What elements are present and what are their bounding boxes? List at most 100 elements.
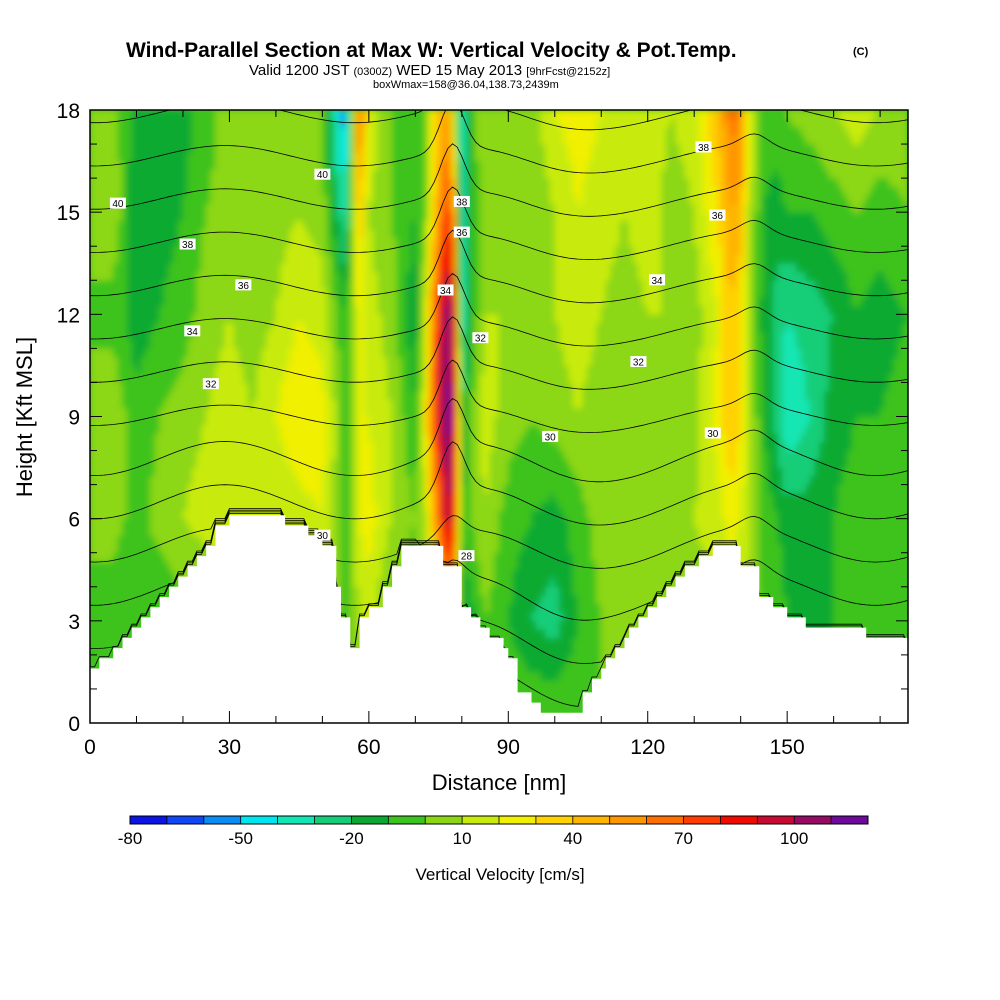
velocity-cell — [243, 424, 249, 434]
velocity-cell — [150, 152, 156, 162]
velocity-cell — [396, 441, 402, 451]
velocity-cell — [182, 518, 188, 528]
velocity-cell — [336, 322, 342, 332]
velocity-cell — [243, 356, 249, 366]
velocity-cell — [229, 152, 235, 162]
velocity-cell — [150, 186, 156, 196]
velocity-cell — [196, 509, 202, 519]
velocity-cell — [303, 433, 309, 443]
velocity-cell — [382, 297, 388, 307]
velocity-cell — [154, 220, 161, 230]
velocity-cell — [219, 126, 226, 136]
velocity-cell — [396, 382, 402, 392]
velocity-cell — [233, 475, 240, 485]
velocity-cell — [126, 373, 133, 383]
velocity-cell — [233, 407, 240, 417]
velocity-cell — [103, 110, 109, 119]
velocity-cell — [363, 339, 370, 349]
velocity-cell — [266, 458, 272, 468]
velocity-cell — [382, 501, 388, 511]
velocity-cell — [336, 407, 342, 417]
velocity-cell — [359, 203, 365, 213]
velocity-cell — [391, 348, 398, 358]
velocity-cell — [173, 399, 179, 409]
velocity-cell — [154, 118, 161, 128]
velocity-cell — [382, 467, 388, 477]
velocity-cell — [112, 160, 119, 170]
velocity-cell — [168, 339, 174, 349]
velocity-cell — [391, 305, 398, 315]
velocity-cell — [405, 305, 411, 315]
velocity-cell — [294, 433, 300, 443]
velocity-cell — [373, 322, 379, 332]
velocity-cell — [150, 245, 156, 256]
velocity-cell — [150, 390, 156, 400]
velocity-cell — [298, 450, 305, 460]
velocity-cell — [159, 543, 165, 554]
velocity-cell — [201, 194, 207, 204]
velocity-cell — [233, 169, 240, 179]
velocity-cell — [280, 433, 286, 443]
velocity-cell — [154, 492, 161, 502]
velocity-cell — [159, 143, 165, 153]
velocity-cell — [229, 245, 235, 256]
velocity-cell — [94, 441, 100, 451]
velocity-cell — [257, 501, 263, 511]
velocity-cell — [294, 356, 300, 366]
velocity-cell — [145, 194, 151, 204]
velocity-cell — [387, 228, 393, 239]
velocity-cell — [117, 509, 123, 519]
velocity-cell — [112, 279, 119, 290]
velocity-cell — [401, 492, 407, 502]
velocity-cell — [257, 450, 263, 460]
velocity-cell — [252, 271, 258, 281]
velocity-cell — [98, 509, 105, 519]
velocity-cell — [201, 416, 207, 426]
velocity-cell — [178, 424, 184, 434]
velocity-cell — [405, 135, 411, 145]
velocity-cell — [252, 152, 258, 162]
velocity-cell — [98, 211, 105, 221]
velocity-cell — [140, 356, 147, 366]
velocity-cell — [354, 424, 360, 434]
velocity-cell — [154, 416, 161, 426]
velocity-cell — [182, 143, 188, 153]
velocity-cell — [145, 160, 151, 170]
velocity-cell — [257, 126, 263, 136]
velocity-cell — [363, 441, 370, 451]
velocity-cell — [345, 297, 351, 307]
velocity-cell — [298, 424, 305, 434]
velocity-cell — [145, 126, 151, 136]
velocity-cell — [112, 577, 119, 588]
velocity-cell — [349, 560, 356, 571]
velocity-cell — [373, 297, 379, 307]
velocity-cell — [238, 373, 244, 383]
velocity-cell — [401, 373, 407, 383]
velocity-cell — [173, 365, 179, 375]
velocity-cell — [373, 526, 379, 536]
velocity-cell — [224, 441, 230, 451]
velocity-cell — [270, 424, 277, 434]
velocity-cell — [349, 365, 356, 375]
velocity-cell — [284, 450, 291, 460]
velocity-cell — [308, 467, 314, 477]
velocity-cell — [117, 484, 123, 494]
velocity-cell — [261, 297, 267, 307]
velocity-cell — [247, 237, 253, 247]
velocity-cell — [377, 271, 384, 281]
velocity-cell — [229, 424, 235, 434]
velocity-cell — [387, 220, 393, 230]
velocity-cell — [112, 118, 119, 128]
velocity-cell — [145, 356, 151, 366]
velocity-cell — [140, 211, 147, 221]
velocity-cell — [224, 110, 230, 119]
velocity-cell — [136, 186, 142, 196]
velocity-cell — [326, 433, 332, 443]
velocity-cell — [224, 424, 230, 434]
velocity-cell — [331, 441, 337, 451]
velocity-cell — [308, 526, 314, 536]
velocity-cell — [201, 535, 207, 545]
velocity-cell — [298, 194, 305, 204]
velocity-cell — [308, 407, 314, 417]
velocity-cell — [373, 535, 379, 545]
